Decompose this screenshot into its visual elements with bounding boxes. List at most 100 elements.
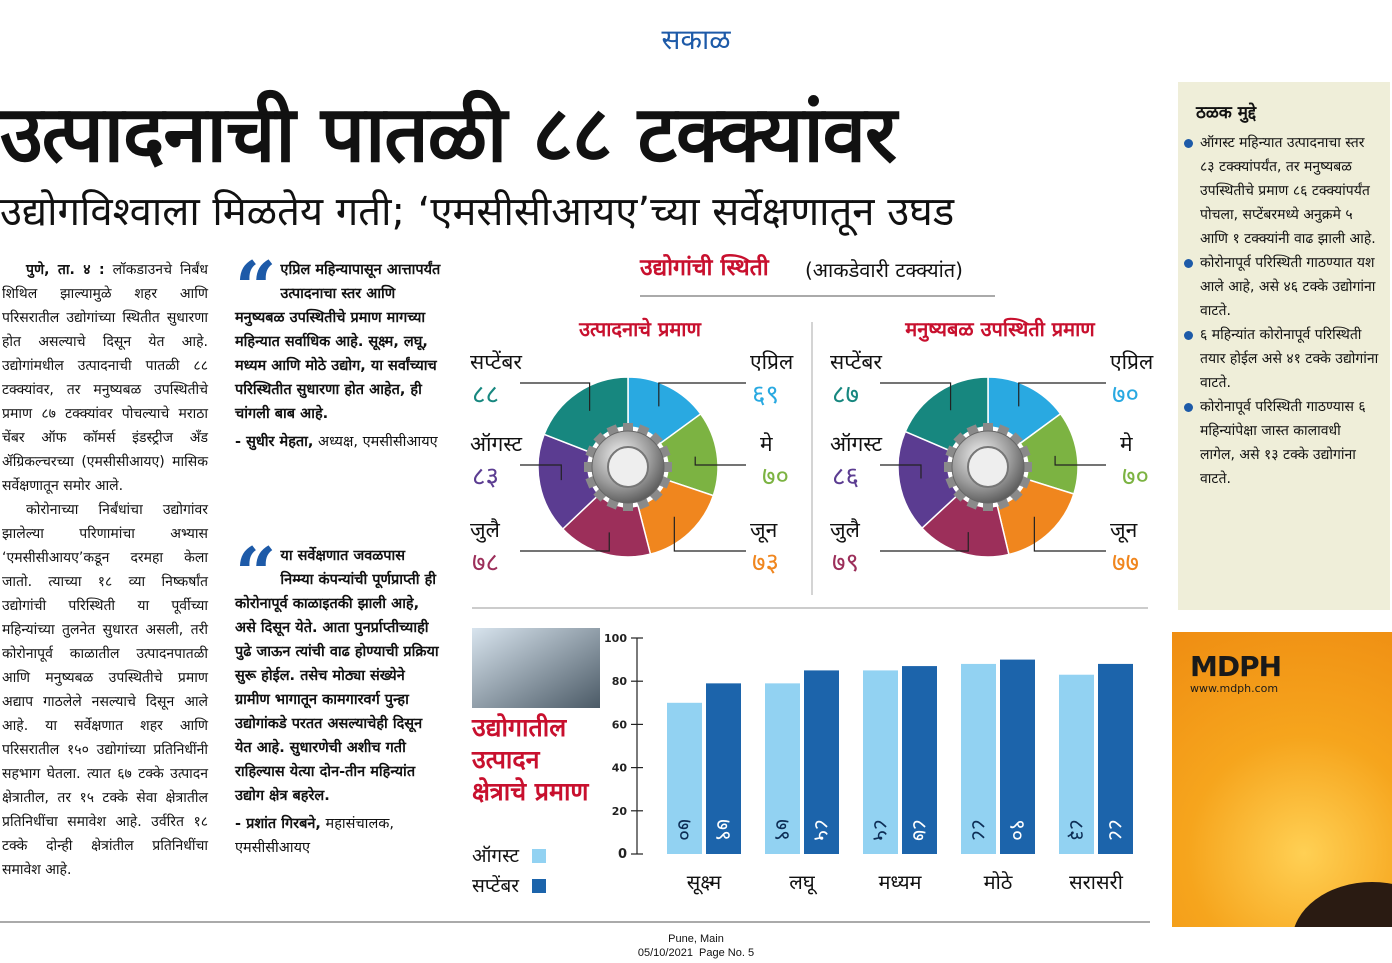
- advert: MDPH www.mdph.com: [1172, 632, 1392, 927]
- pie-label: एप्रिल: [750, 350, 794, 374]
- bar: [1000, 659, 1035, 854]
- gear-tooth: [584, 462, 594, 472]
- gear-tooth: [983, 501, 993, 511]
- points: ऑगस्ट महिन्यात उत्पादनाचा स्तर ८३ टक्क्य…: [1178, 131, 1390, 491]
- leader-line: [520, 464, 562, 481]
- leader-line: [520, 532, 610, 552]
- point: ऑगस्ट महिन्यात उत्पादनाचा स्तर ८३ टक्क्य…: [1184, 131, 1380, 251]
- bar-value: ८५: [810, 819, 834, 841]
- legend-swatch: [532, 879, 546, 893]
- pie-value: ८३: [472, 462, 499, 492]
- gear-tooth: [623, 423, 633, 433]
- paragraph: पुणे, ता. ४ : लॉकडाउनचे निर्बंध शिथिल झा…: [2, 258, 208, 498]
- point: कोरोनापूर्व परिस्थिती गाठण्यास ६ महिन्या…: [1184, 395, 1380, 491]
- gear-hub: [607, 446, 649, 488]
- y-tick-label: 100: [604, 632, 627, 645]
- charts-note: (आकडेवारी टक्क्यांत): [805, 258, 963, 282]
- leader-line: [658, 382, 746, 407]
- article: पुणे, ता. ४ : लॉकडाउनचे निर्बंध शिथिल झा…: [2, 258, 208, 882]
- bar-value: ९०: [1006, 819, 1030, 841]
- pie-label: जुलै: [470, 518, 501, 543]
- pie-title: उत्पादनाचे प्रमाण: [578, 317, 702, 341]
- pie-value: ६९: [752, 380, 779, 410]
- photo: [472, 628, 600, 708]
- role: अध्यक्ष, एमसीसीआयए: [318, 434, 438, 450]
- bar: [863, 670, 898, 854]
- bar-value: ८८: [1104, 819, 1128, 841]
- leader-line: [1018, 382, 1106, 407]
- pie-label: जून: [750, 518, 778, 543]
- x-tick-label: लघू: [789, 870, 817, 895]
- legend-label: सप्टेंबर: [472, 874, 520, 897]
- legend-label: ऑगस्ट: [472, 845, 520, 867]
- leader-line: [1033, 516, 1106, 552]
- bar: [902, 666, 937, 854]
- pie-label: मे: [1120, 432, 1133, 456]
- pie-label: मे: [760, 432, 773, 456]
- bar: [961, 663, 996, 854]
- legend-swatch: [532, 849, 546, 863]
- footer-edition: Pune, Main: [668, 933, 724, 945]
- quote: “एप्रिल महिन्यापासून आत्तापर्यंत उत्पादन…: [235, 252, 443, 454]
- quote: “या सर्वेक्षणात जवळपास निम्म्या कंपन्यां…: [235, 538, 443, 860]
- gear-hub: [967, 446, 1009, 488]
- attribution: - सुधीर मेहता, अध्यक्ष, एमसीसीआयए: [235, 430, 443, 454]
- pie-label: ऑगस्ट: [470, 432, 522, 456]
- gear-tooth: [662, 462, 672, 472]
- y-tick-label: 0: [618, 847, 627, 862]
- bar-value: ८३: [1065, 819, 1089, 841]
- bar-value: ८७: [908, 819, 932, 841]
- y-tick-label: 60: [612, 718, 628, 731]
- gear-tooth: [1022, 462, 1032, 472]
- leader-line: [520, 382, 591, 411]
- pie-value: ७०: [1122, 462, 1149, 492]
- bar-value: ७९: [771, 819, 795, 841]
- bar: [706, 683, 741, 854]
- text: लॉकडाउनचे निर्बंध शिथिल झाल्यामुळे शहर आ…: [2, 262, 208, 494]
- quote-text: या सर्वेक्षणात जवळपास निम्म्या कंपन्यांच…: [235, 548, 439, 804]
- pie-value: ७०: [1112, 380, 1139, 410]
- ad-url: www.mdph.com: [1190, 682, 1279, 695]
- role: महासंचालक, एमसीसीआयए: [235, 816, 395, 856]
- x-tick-label: मोठे: [984, 870, 1013, 894]
- gear-tooth: [944, 462, 954, 472]
- point: ६ महिन्यांत कोरोनापूर्व परिस्थिती तयार ह…: [1184, 323, 1380, 395]
- speaker: - सुधीर मेहता,: [235, 434, 314, 450]
- pie-value: ७९: [832, 548, 859, 578]
- pie-label: जून: [1110, 518, 1138, 543]
- dateline: पुणे, ता. ४ :: [26, 262, 105, 278]
- gear-tooth: [623, 501, 633, 511]
- pie-label: एप्रिल: [1110, 350, 1154, 374]
- bar-value: ८८: [967, 819, 991, 841]
- y-tick-label: 40: [612, 762, 628, 775]
- pie-value: ७०: [762, 462, 789, 492]
- bar-value: ८५: [869, 819, 893, 841]
- quote-text: एप्रिल महिन्यापासून आत्तापर्यंत उत्पादना…: [235, 262, 441, 422]
- bar: [667, 702, 702, 854]
- leader-line: [694, 456, 746, 466]
- point: कोरोनापूर्व परिस्थिती गाठण्यात यश आले आह…: [1184, 251, 1380, 323]
- bar-chart-title: उद्योगातील उत्पादन क्षेत्राचे प्रमाण: [472, 713, 589, 806]
- gear-tooth: [983, 423, 993, 433]
- paragraph: कोरोनाच्या निर्बंधांचा उद्योगांवर झालेल्…: [2, 502, 208, 878]
- pie-value: ८७: [832, 380, 859, 410]
- bar-value: ७०: [673, 819, 697, 841]
- pie-value: ८६: [832, 462, 859, 492]
- attribution: - प्रशांत गिरबने, महासंचालक, एमसीसीआयए: [235, 812, 443, 860]
- pie-label: सप्टेंबर: [470, 350, 522, 374]
- bar: [804, 670, 839, 854]
- bar: [1059, 674, 1094, 854]
- footer-date: 05/10/2021 Page No. 5: [637, 947, 755, 959]
- y-tick-label: 80: [612, 675, 628, 688]
- pie-label: सप्टेंबर: [830, 350, 882, 374]
- charts-title: उद्योगांची स्थिती: [639, 253, 770, 281]
- masthead: सकाळ: [661, 23, 731, 56]
- pie-label: जुलै: [830, 518, 861, 543]
- pie-title: मनुष्यबळ उपस्थिती प्रमाण: [904, 317, 1096, 342]
- pie-value: ८८: [472, 380, 499, 410]
- speaker: - प्रशांत गिरबने,: [235, 816, 321, 832]
- bar: [765, 683, 800, 854]
- headline: उत्पादनाची पातळी ८८ टक्क्यांवर: [0, 90, 897, 180]
- pie-label: ऑगस्ट: [830, 432, 882, 456]
